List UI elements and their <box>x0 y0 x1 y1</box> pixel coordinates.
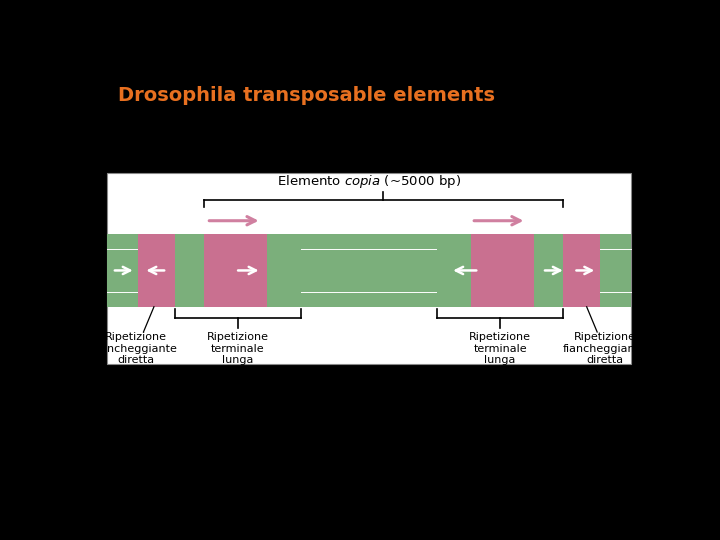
Bar <box>107 173 631 364</box>
Bar <box>107 234 631 307</box>
Text: Ripetizione
terminale
lunga
(276 bp): Ripetizione terminale lunga (276 bp) <box>469 332 531 377</box>
Bar <box>204 234 266 307</box>
Bar <box>534 234 563 307</box>
Bar <box>437 234 472 307</box>
Bar <box>472 234 534 307</box>
Bar <box>266 234 301 307</box>
Text: Ripetizione
fiancheggiante
diretta: Ripetizione fiancheggiante diretta <box>563 332 647 365</box>
Text: Drosophila transposable elements: Drosophila transposable elements <box>118 85 495 105</box>
Bar <box>175 234 204 307</box>
Bar <box>138 234 175 307</box>
Text: Ripetizione
fiancheggiante
diretta: Ripetizione fiancheggiante diretta <box>94 332 178 365</box>
Text: Elemento $\it{copia}$ (~5000 bp): Elemento $\it{copia}$ (~5000 bp) <box>277 173 461 190</box>
Bar <box>563 234 600 307</box>
Text: Ripetizione
terminale
lunga
(276 bp): Ripetizione terminale lunga (276 bp) <box>207 332 269 377</box>
